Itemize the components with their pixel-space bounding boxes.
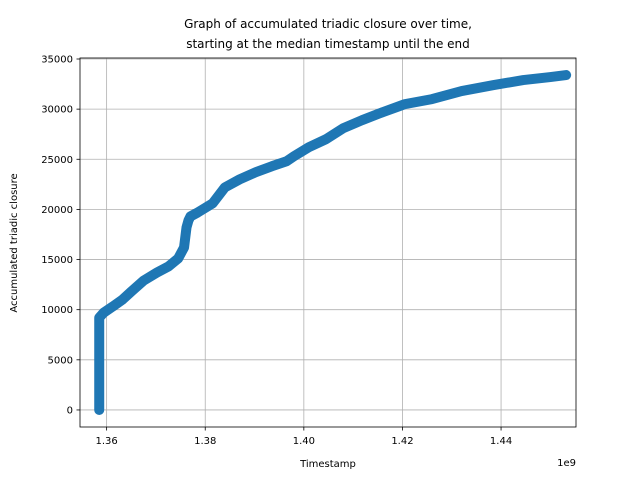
data-point: [378, 107, 388, 117]
data-point: [267, 161, 277, 171]
data-point: [427, 94, 437, 104]
data-point: [179, 243, 189, 253]
data-point: [99, 308, 109, 318]
data-point: [561, 70, 571, 80]
chart-title-line-1: Graph of accumulated triadic closure ove…: [184, 17, 472, 31]
y-tick-label: 5000: [48, 355, 73, 366]
y-tick-label: 0: [67, 405, 73, 416]
data-point: [108, 302, 118, 312]
y-tick-label: 15000: [41, 255, 73, 266]
data-point: [545, 72, 555, 82]
data-point: [117, 295, 127, 305]
x-tick-label: 1.38: [194, 436, 216, 447]
grid-layer: [80, 58, 576, 427]
y-tick-label: 20000: [41, 205, 73, 216]
data-point: [208, 198, 218, 208]
data-point: [457, 86, 467, 96]
data-point: [235, 174, 245, 184]
data-point: [185, 211, 195, 221]
ticks-layer: 1.36 1.38 1.40 1.42 1.44 0 5000 10000 15000 20000…: [41, 55, 512, 447]
data-point: [489, 80, 499, 90]
data-point: [289, 151, 299, 161]
y-axis-label: Accumulated triadic closure: [9, 173, 20, 312]
series-layer: [94, 70, 572, 415]
data-point: [251, 167, 261, 177]
data-point: [220, 182, 230, 192]
x-axis-offset-label: 1e9: [557, 458, 576, 469]
data-point: [139, 276, 149, 286]
data-point: [304, 142, 314, 152]
data-point: [282, 156, 292, 166]
data-point: [338, 123, 348, 133]
y-tick-label: 10000: [41, 305, 73, 316]
data-point: [173, 254, 183, 264]
series-line: [98, 74, 567, 410]
data-point: [182, 222, 191, 232]
x-axis-label: Timestamp: [299, 459, 356, 470]
data-point: [127, 286, 137, 296]
y-tick-label: 25000: [41, 155, 73, 166]
x-tick-label: 1.44: [490, 436, 512, 447]
data-point: [94, 405, 104, 415]
data-point: [357, 115, 367, 125]
data-point: [321, 134, 331, 144]
x-tick-label: 1.36: [95, 436, 117, 447]
y-tick-label: 30000: [41, 105, 73, 116]
data-point: [152, 268, 162, 278]
data-point: [400, 99, 410, 109]
data-point: [518, 75, 528, 85]
chart-title-line-2: starting at the median timestamp until t…: [186, 37, 470, 51]
data-point: [193, 207, 203, 217]
x-tick-label: 1.40: [293, 436, 315, 447]
x-tick-label: 1.42: [391, 436, 413, 447]
data-point: [163, 262, 173, 272]
axes-frame: [79, 57, 577, 428]
y-tick-label: 35000: [41, 55, 73, 66]
